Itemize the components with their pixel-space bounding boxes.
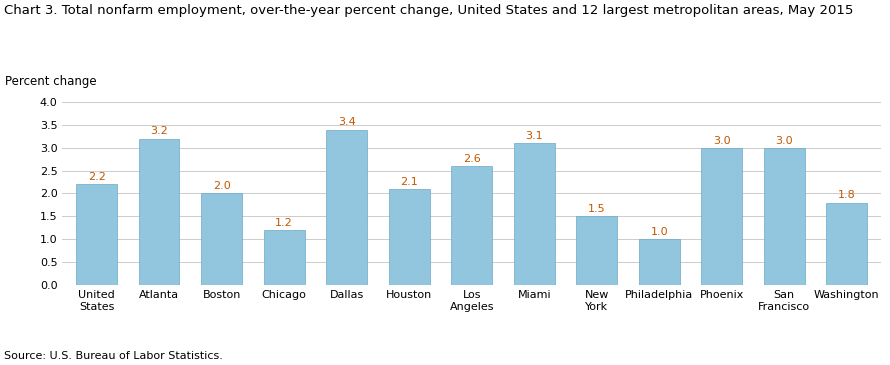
- Bar: [77, 184, 117, 285]
- Text: 2.0: 2.0: [213, 181, 231, 191]
- Bar: [764, 148, 805, 285]
- Bar: [701, 148, 742, 285]
- Text: 1.2: 1.2: [275, 218, 293, 228]
- Text: 2.1: 2.1: [400, 177, 418, 187]
- Text: Chart 3. Total nonfarm employment, over-the-year percent change, United States a: Chart 3. Total nonfarm employment, over-…: [4, 4, 854, 17]
- Bar: [263, 230, 304, 285]
- Bar: [139, 139, 180, 285]
- Bar: [577, 216, 617, 285]
- Text: 3.4: 3.4: [338, 117, 356, 127]
- Text: 3.0: 3.0: [713, 135, 731, 146]
- Text: 3.2: 3.2: [150, 126, 168, 137]
- Text: 1.5: 1.5: [588, 204, 605, 214]
- Bar: [327, 130, 367, 285]
- Bar: [639, 239, 680, 285]
- Text: 3.0: 3.0: [775, 135, 793, 146]
- Bar: [827, 203, 867, 285]
- Text: Source: U.S. Bureau of Labor Statistics.: Source: U.S. Bureau of Labor Statistics.: [4, 351, 223, 361]
- Text: 2.2: 2.2: [88, 172, 106, 182]
- Bar: [451, 166, 492, 285]
- Bar: [389, 189, 430, 285]
- Text: Percent change: Percent change: [5, 74, 97, 88]
- Text: 1.8: 1.8: [837, 190, 855, 200]
- Text: 3.1: 3.1: [525, 131, 543, 141]
- Bar: [514, 143, 554, 285]
- Bar: [201, 193, 242, 285]
- Text: 2.6: 2.6: [463, 154, 481, 164]
- Text: 1.0: 1.0: [651, 227, 668, 237]
